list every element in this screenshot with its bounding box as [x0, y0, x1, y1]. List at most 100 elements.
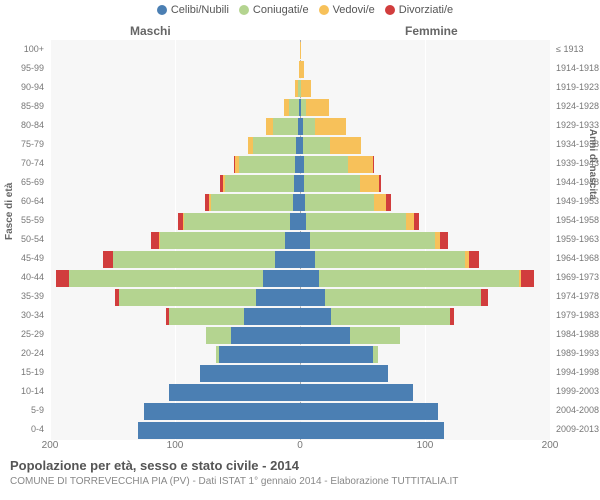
legend-swatch — [319, 5, 329, 15]
bar-seg-m-single — [169, 384, 300, 401]
pyramid-row — [50, 270, 550, 287]
xaxis-tick: 0 — [297, 440, 303, 451]
birth-band-label: 1994-1998 — [552, 368, 600, 377]
bar-seg-f-widowed — [330, 137, 361, 154]
birth-band-label: 1914-1918 — [552, 64, 600, 73]
pyramid-row — [50, 42, 550, 59]
birth-band-label: 1939-1943 — [552, 159, 600, 168]
bar-seg-f-widowed — [360, 175, 379, 192]
bar-seg-m-married — [216, 346, 219, 363]
bar-seg-m-widowed — [248, 137, 253, 154]
birth-band-label: 2009-2013 — [552, 425, 600, 434]
bar-seg-m-divorced — [103, 251, 113, 268]
birth-band-label: 1954-1958 — [552, 216, 600, 225]
bar-seg-f-married — [373, 346, 378, 363]
bar-seg-f-widowed — [300, 61, 304, 78]
bar-seg-m-single — [256, 289, 300, 306]
bar-seg-f-married — [304, 175, 360, 192]
bar-seg-f-single — [300, 384, 413, 401]
bar-seg-m-single — [293, 194, 301, 211]
age-band-label: 95-99 — [0, 64, 48, 73]
birth-band-label: 2004-2008 — [552, 406, 600, 415]
bar-seg-m-married — [169, 308, 244, 325]
bar-seg-m-married — [69, 270, 263, 287]
bar-seg-f-divorced — [481, 289, 487, 306]
age-band-label: 80-84 — [0, 121, 48, 130]
bar-seg-f-divorced — [373, 156, 374, 173]
bar-seg-m-widowed — [223, 175, 226, 192]
birth-band-label: ≤ 1913 — [552, 45, 600, 54]
age-band-label: 100+ — [0, 45, 48, 54]
bar-seg-m-single — [275, 251, 300, 268]
birth-band-label: 1919-1923 — [552, 83, 600, 92]
bar-seg-m-divorced — [166, 308, 169, 325]
bar-seg-m-married — [113, 251, 276, 268]
bar-seg-f-divorced — [414, 213, 419, 230]
bar-seg-m-widowed — [284, 99, 289, 116]
legend-label: Celibi/Nubili — [171, 4, 229, 16]
bar-seg-f-divorced — [440, 232, 448, 249]
bar-seg-f-divorced — [521, 270, 534, 287]
bar-seg-f-widowed — [306, 99, 329, 116]
label-female: Femmine — [405, 24, 458, 38]
age-band-label: 85-89 — [0, 102, 48, 111]
bar-seg-f-widowed — [301, 80, 311, 97]
gridline — [550, 40, 551, 440]
bar-seg-m-widowed — [295, 80, 298, 97]
plot-area — [50, 40, 550, 440]
bar-seg-m-married — [253, 137, 297, 154]
birth-band-label: 1934-1938 — [552, 140, 600, 149]
bar-seg-f-married — [303, 118, 316, 135]
bar-seg-m-married — [184, 213, 290, 230]
pyramid-row — [50, 403, 550, 420]
pyramid-row — [50, 80, 550, 97]
bar-seg-m-single — [290, 213, 300, 230]
age-band-label: 50-54 — [0, 235, 48, 244]
pyramid-row — [50, 327, 550, 344]
bar-seg-f-widowed — [348, 156, 373, 173]
bar-seg-f-married — [331, 308, 450, 325]
birth-band-label: 1979-1983 — [552, 311, 600, 320]
bar-seg-f-single — [300, 365, 388, 382]
age-band-label: 10-14 — [0, 387, 48, 396]
birth-band-label: 1974-1978 — [552, 292, 600, 301]
yaxis-age-bands: 100+95-9990-9485-8980-8475-7970-7465-696… — [0, 40, 48, 440]
legend-label: Coniugati/e — [253, 4, 309, 16]
birth-band-label: 1964-1968 — [552, 254, 600, 263]
bar-seg-m-divorced — [56, 270, 69, 287]
bar-seg-f-married — [325, 289, 481, 306]
pyramid-row — [50, 346, 550, 363]
birth-band-label: 1999-2003 — [552, 387, 600, 396]
legend-label: Divorziati/e — [399, 4, 453, 16]
bar-seg-f-married — [305, 194, 374, 211]
pyramid-row — [50, 422, 550, 439]
age-band-label: 20-24 — [0, 349, 48, 358]
bar-seg-m-single — [219, 346, 300, 363]
bar-seg-f-married — [319, 270, 519, 287]
bar-seg-f-single — [300, 251, 315, 268]
pyramid-row — [50, 61, 550, 78]
bar-seg-m-married — [239, 156, 295, 173]
bar-seg-m-single — [231, 327, 300, 344]
chart-subtitle: COMUNE DI TORREVECCHIA PIA (PV) - Dati I… — [10, 476, 458, 487]
xaxis-tick: 100 — [417, 440, 434, 451]
bar-seg-m-married — [289, 99, 299, 116]
legend-swatch — [239, 5, 249, 15]
pyramid-row — [50, 156, 550, 173]
bar-seg-f-divorced — [379, 175, 382, 192]
bar-seg-m-married — [225, 175, 294, 192]
birth-band-label: 1989-1993 — [552, 349, 600, 358]
pyramid-row — [50, 308, 550, 325]
birth-band-label: 1924-1928 — [552, 102, 600, 111]
bar-seg-f-married — [306, 213, 406, 230]
age-band-label: 25-29 — [0, 330, 48, 339]
bar-seg-m-married — [119, 289, 257, 306]
pyramid-row — [50, 213, 550, 230]
yaxis-birth-bands: ≤ 19131914-19181919-19231924-19281929-19… — [552, 40, 600, 440]
bar-seg-f-widowed — [374, 194, 387, 211]
bar-seg-f-single — [300, 346, 373, 363]
age-band-label: 0-4 — [0, 425, 48, 434]
bar-seg-m-divorced — [234, 156, 235, 173]
legend-swatch — [385, 5, 395, 15]
age-band-label: 40-44 — [0, 273, 48, 282]
